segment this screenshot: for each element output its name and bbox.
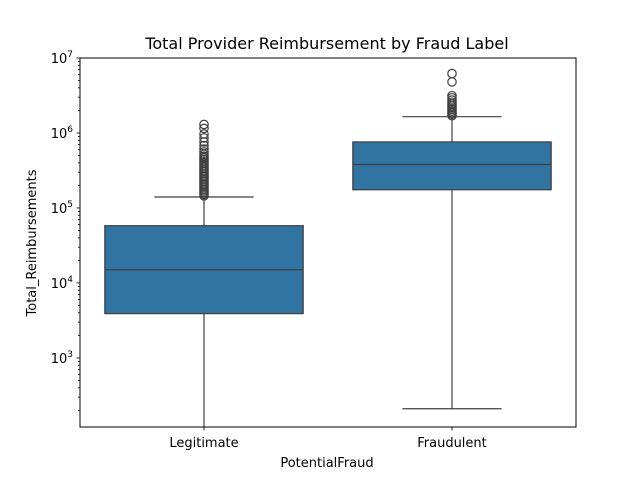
outlier-point (447, 68, 457, 79)
outlier-point (199, 133, 209, 143)
outlier-point (199, 123, 209, 134)
box-group-fraudulent (352, 68, 552, 410)
y-axis-label: Total_Reimbursements (25, 169, 40, 317)
y-tick-label: 106 (51, 125, 74, 142)
box-group-legitimate (104, 119, 304, 427)
outlier-point (447, 90, 457, 101)
chart-title: Total Provider Reimbursement by Fraud La… (144, 34, 508, 53)
outlier-point (199, 147, 209, 157)
y-axis: 103 104 105 106 107 (51, 50, 80, 411)
outlier-point (199, 119, 209, 130)
outlier-point (199, 144, 209, 154)
plot-area (104, 68, 552, 427)
y-tick-label: 107 (51, 50, 73, 67)
x-tick-label: Legitimate (169, 436, 238, 451)
outlier-point (199, 140, 209, 151)
y-tick-label: 104 (51, 275, 74, 292)
x-axis: Legitimate Fraudulent (169, 427, 487, 451)
outlier-point (199, 129, 209, 139)
iqr-box (352, 141, 552, 191)
outlier-point (447, 77, 457, 87)
plot-frame (79, 57, 577, 428)
y-tick-label: 103 (51, 350, 73, 367)
x-axis-label: PotentialFraud (280, 456, 373, 471)
y-tick-label: 105 (51, 200, 73, 217)
x-tick-label: Fraudulent (417, 436, 487, 451)
